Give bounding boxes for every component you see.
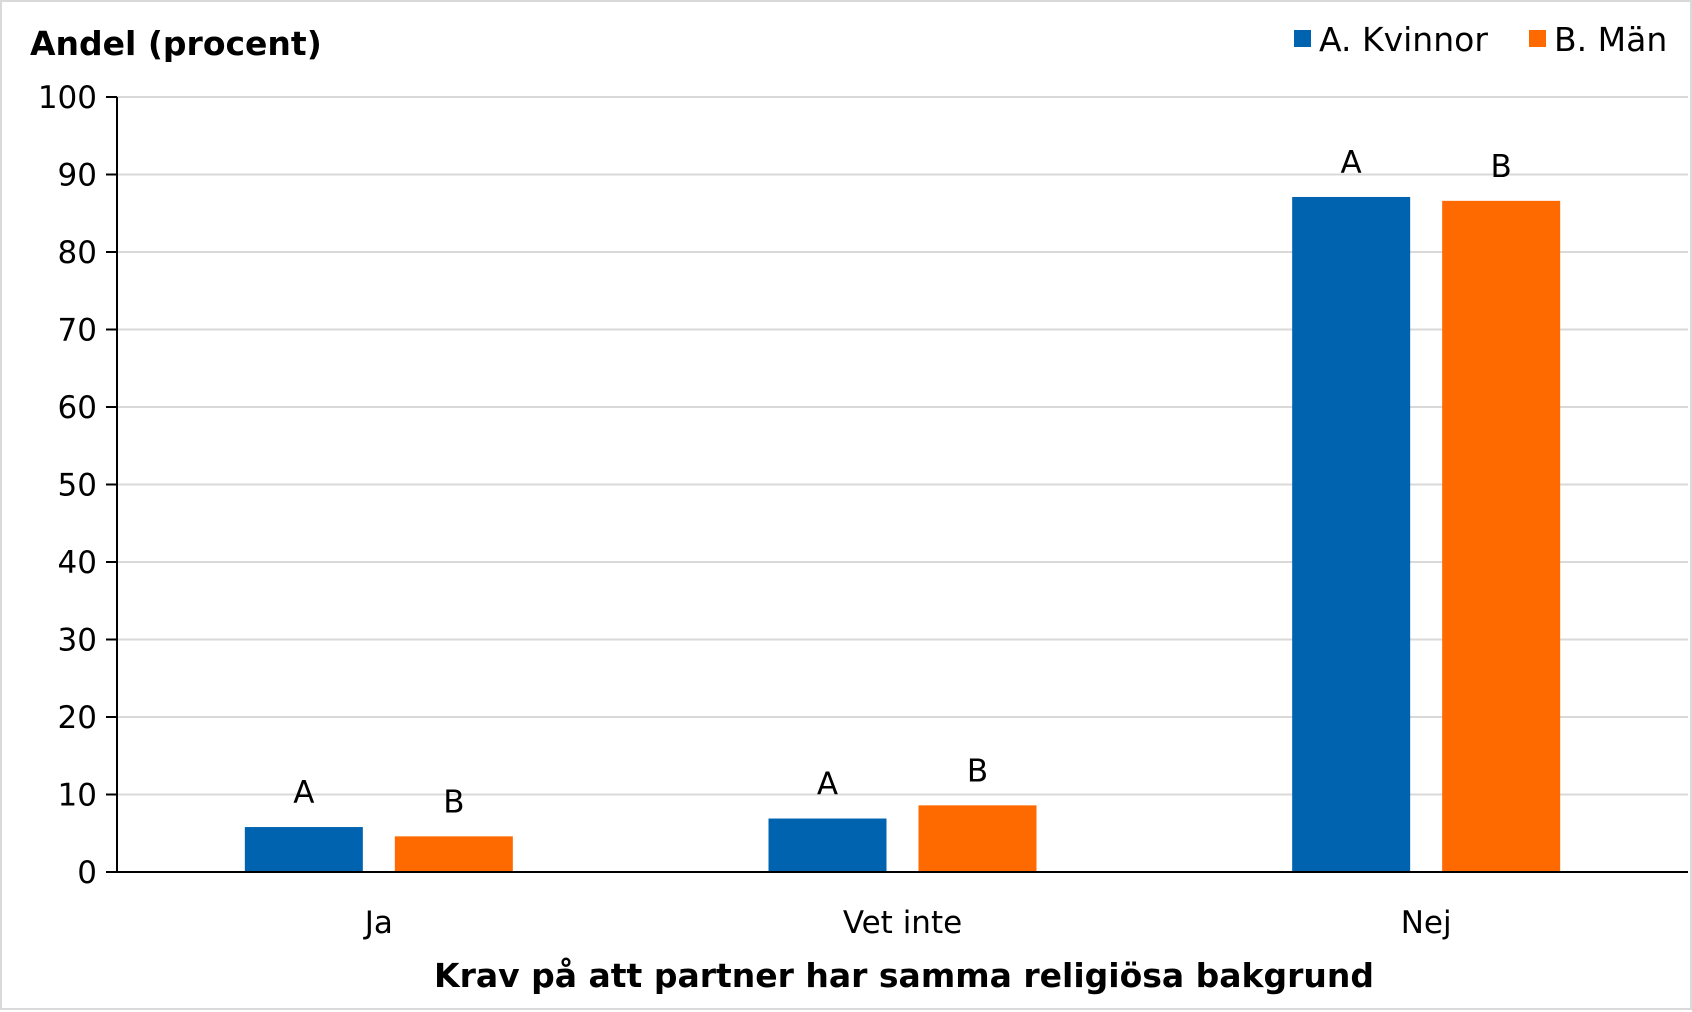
x-axis-categories: Ja Vet inte Nej [363, 905, 1452, 941]
bar [1292, 196, 1411, 873]
bar-data-label: A [293, 775, 314, 811]
y-tick-label: 100 [38, 80, 97, 116]
bar [394, 836, 513, 872]
y-axis-ticks: 0 10 20 30 40 50 60 70 80 90 100 [38, 80, 117, 891]
y-tick-label: 0 [77, 855, 97, 891]
gridlines [117, 96, 1688, 796]
legend: A. Kvinnor B. Män [1294, 20, 1667, 59]
x-category-label: Nej [1401, 905, 1452, 941]
bar-data-label: A [1341, 145, 1362, 181]
y-tick-label: 40 [58, 545, 97, 581]
x-axis-title: Krav på att partner har samma religiösa … [434, 956, 1374, 995]
y-tick-label: 90 [58, 158, 97, 194]
x-category-label: Ja [363, 905, 393, 941]
bar [1442, 200, 1561, 873]
legend-swatch-kvinnor [1294, 30, 1311, 47]
legend-label-man: B. Män [1554, 20, 1667, 59]
legend-label-kvinnor: A. Kvinnor [1319, 20, 1488, 59]
y-tick-label: 80 [58, 235, 97, 271]
bar [768, 818, 887, 872]
y-tick-label: 70 [58, 313, 97, 349]
bar [918, 805, 1037, 872]
data-labels: A B A B A B [293, 145, 1512, 820]
bar [244, 827, 363, 872]
legend-swatch-man [1529, 30, 1546, 47]
y-tick-label: 50 [58, 468, 97, 504]
y-tick-label: 10 [58, 778, 97, 814]
y-tick-label: 20 [58, 700, 97, 736]
y-tick-label: 60 [58, 390, 97, 426]
bar-data-label: B [1491, 149, 1512, 185]
bar-data-label: B [443, 784, 464, 820]
bar-data-label: A [817, 767, 838, 803]
y-axis-title: Andel (procent) [30, 24, 322, 63]
y-tick-label: 30 [58, 623, 97, 659]
x-category-label: Vet inte [843, 905, 962, 941]
bar-data-label: B [967, 753, 988, 789]
bars [244, 196, 1561, 873]
